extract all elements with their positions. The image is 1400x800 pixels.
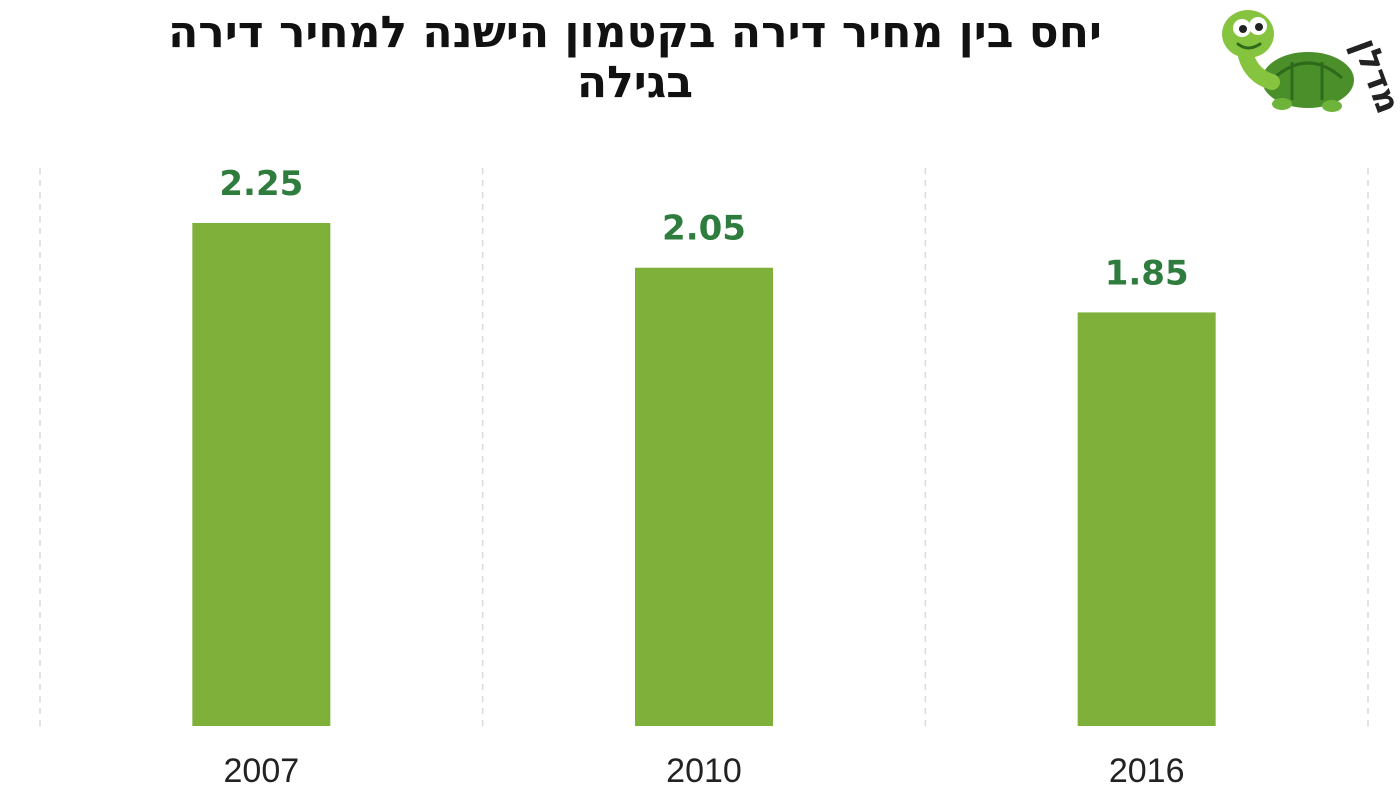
chart-title-line-2: בגילה: [576, 57, 694, 108]
x-tick-label-2007: 2007: [224, 752, 300, 790]
chart-title: יחס בין מחיר דירה בקטמון הישנה למחיר דיר…: [60, 8, 1210, 108]
bar-2007: [192, 223, 331, 726]
data-label-2010: 2.05: [662, 209, 746, 249]
x-tick-label-2010: 2010: [666, 752, 742, 790]
data-label-2007: 2.25: [219, 164, 303, 204]
bars: [192, 223, 1216, 726]
gridlines: [39, 168, 1369, 726]
data-labels: 2.25 2.05 1.85: [219, 164, 1188, 293]
turtle-mascot-icon: מדלן: [1222, 10, 1400, 118]
chart-title-line-1: יחס בין מחיר דירה בקטמון הישנה למחיר דיר…: [168, 7, 1102, 58]
x-axis-tick-labels: 2007 2010 2016: [224, 752, 1185, 790]
bar-2010: [635, 267, 773, 726]
data-label-2016: 1.85: [1105, 253, 1189, 293]
bar-2016: [1077, 312, 1216, 726]
x-tick-label-2016: 2016: [1109, 752, 1185, 790]
